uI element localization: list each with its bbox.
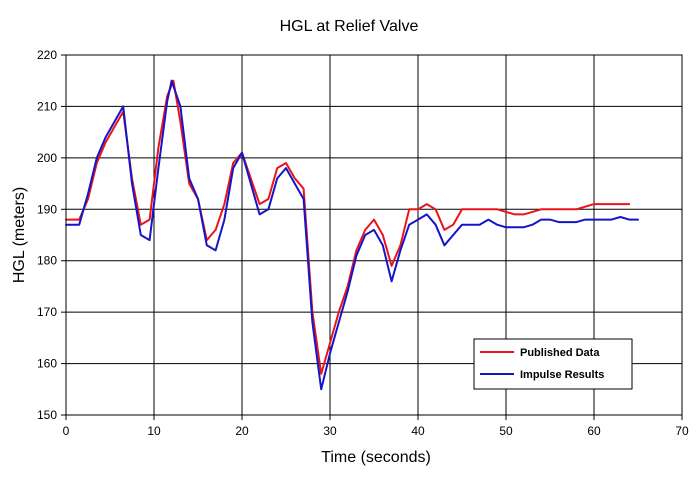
legend: Published Data Impulse Results — [473, 338, 633, 390]
x-tick-label: 40 — [411, 424, 425, 438]
x-tick-label: 70 — [675, 424, 689, 438]
legend-box — [473, 338, 633, 390]
legend-label-published-data: Published Data — [520, 347, 600, 359]
y-tick-label: 210 — [37, 99, 57, 113]
x-axis-ticks: 0 10 20 30 40 50 60 70 — [63, 415, 689, 438]
y-tick-label: 190 — [37, 202, 57, 216]
x-tick-label: 30 — [323, 424, 337, 438]
series-group — [65, 79, 639, 391]
y-tick-label: 180 — [37, 254, 57, 268]
legend-label-impulse-results: Impulse Results — [520, 369, 604, 381]
series-line-published-data — [65, 79, 631, 375]
x-tick-label: 10 — [147, 424, 161, 438]
x-tick-label: 60 — [587, 424, 601, 438]
x-tick-label: 20 — [235, 424, 249, 438]
y-axis-ticks: 150 160 170 180 190 200 210 220 — [37, 48, 66, 422]
y-tick-label: 150 — [37, 408, 57, 422]
y-tick-label: 170 — [37, 305, 57, 319]
chart-title: HGL at Relief Valve — [280, 18, 419, 35]
x-tick-label: 0 — [63, 424, 70, 438]
x-axis-label: Time (seconds) — [321, 449, 431, 466]
series-line-impulse-results — [65, 79, 639, 391]
y-axis-label: HGL (meters) — [11, 187, 28, 283]
y-tick-label: 200 — [37, 151, 57, 165]
x-tick-label: 50 — [499, 424, 513, 438]
plot-frame — [65, 54, 683, 416]
y-tick-label: 160 — [37, 357, 57, 371]
y-tick-label: 220 — [37, 48, 57, 62]
